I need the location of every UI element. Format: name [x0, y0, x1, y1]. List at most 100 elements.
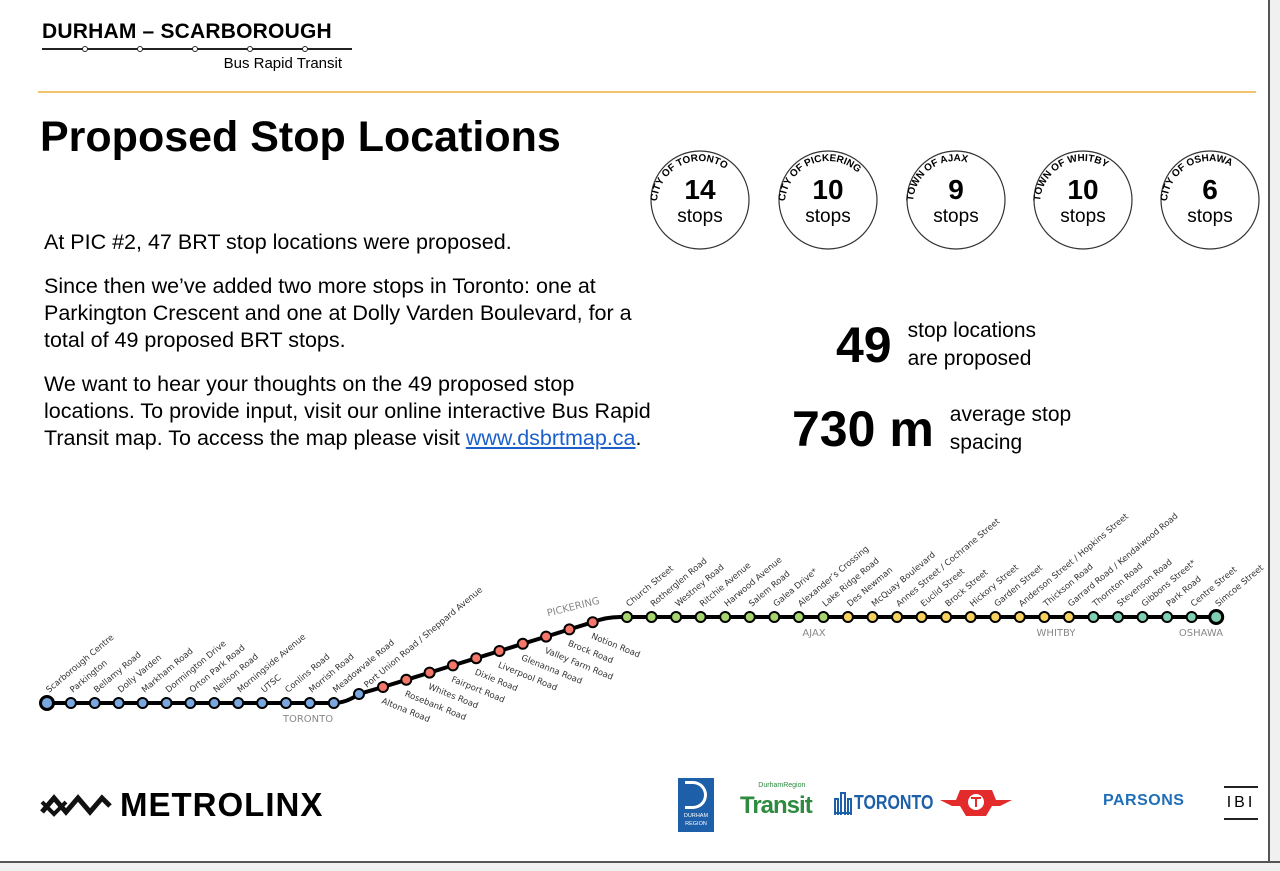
- stop-marker[interactable]: [39, 695, 55, 711]
- stop-marker[interactable]: [670, 611, 683, 623]
- stop-marker[interactable]: [645, 611, 658, 623]
- stop-marker[interactable]: [1038, 611, 1051, 623]
- drt-top-text: DurhamRegion: [758, 782, 806, 789]
- stop-marker[interactable]: [1013, 611, 1026, 623]
- stop-marker[interactable]: [563, 623, 576, 636]
- stop-marker[interactable]: [1208, 609, 1225, 625]
- window-edge-bottom: [0, 861, 1280, 871]
- badge-count: 6: [1202, 174, 1218, 205]
- stop-marker[interactable]: [256, 697, 269, 709]
- stop-marker[interactable]: [792, 611, 805, 623]
- badge-unit: stops: [1187, 206, 1232, 227]
- body-text: At PIC #2, 47 BRT stop locations were pr…: [44, 229, 664, 469]
- stop-marker[interactable]: [516, 637, 529, 650]
- stop-marker[interactable]: [1087, 611, 1100, 623]
- stop-marker[interactable]: [423, 666, 436, 679]
- brand-subtitle: Bus Rapid Transit: [223, 55, 342, 72]
- stop-marker[interactable]: [891, 611, 904, 623]
- paragraph-2: Since then we’ve added two more stops in…: [44, 274, 632, 352]
- paragraph-3-text: We want to hear your thoughts on the 49 …: [44, 372, 651, 450]
- stat-spacing: 730 m average stop spacing: [792, 400, 1071, 458]
- stop-marker[interactable]: [540, 630, 553, 643]
- stop-marker[interactable]: [377, 681, 389, 693]
- stop-marker[interactable]: [1136, 611, 1149, 623]
- stop-marker[interactable]: [303, 697, 316, 709]
- stat-label: average stop spacing: [949, 403, 1072, 454]
- badge-unit: stops: [1060, 206, 1105, 227]
- region-label: PICKERING: [546, 596, 601, 620]
- ibi-logo: IBI: [1224, 786, 1258, 820]
- stop-marker[interactable]: [940, 611, 953, 623]
- stop-marker[interactable]: [232, 697, 245, 709]
- stop-marker[interactable]: [160, 697, 173, 709]
- stop-marker[interactable]: [694, 611, 707, 623]
- drt-wordmark: Transit: [740, 792, 813, 819]
- stop-marker[interactable]: [353, 688, 365, 700]
- stop-marker[interactable]: [446, 659, 459, 672]
- stop-marker[interactable]: [88, 697, 101, 709]
- stop-marker[interactable]: [64, 697, 77, 709]
- stop-marker[interactable]: [470, 652, 483, 665]
- paragraph-3-end: .: [635, 426, 642, 450]
- durham-transit-logo: DurhamRegion Transit: [740, 781, 813, 820]
- toronto-wordmark: TORONTO: [854, 792, 934, 814]
- stop-marker[interactable]: [719, 611, 732, 623]
- badge-circle: [778, 150, 878, 250]
- stop-marker[interactable]: [743, 611, 756, 623]
- badge-unit: stops: [933, 206, 978, 227]
- stop-marker[interactable]: [989, 611, 1002, 623]
- badge-unit: stops: [677, 206, 722, 227]
- brand-logo: DURHAM – SCARBOROUGH Bus Rapid Transit: [42, 20, 352, 72]
- map-link[interactable]: www.dsbrtmap.ca: [465, 426, 636, 450]
- stop-marker[interactable]: [327, 697, 340, 709]
- stop-marker[interactable]: [841, 611, 854, 623]
- region-label: TORONTO: [282, 714, 333, 725]
- durham-region-logo: DURHAM REGION: [678, 778, 714, 832]
- stop-marker[interactable]: [184, 697, 197, 709]
- badge-circle: [1033, 150, 1133, 250]
- stop-marker[interactable]: [400, 673, 413, 686]
- header-divider: [38, 91, 1256, 93]
- region-label: AJAX: [802, 628, 825, 639]
- stat-value: 49: [836, 317, 892, 373]
- stat-value: 730 m: [792, 401, 934, 457]
- stop-marker[interactable]: [768, 611, 781, 623]
- stop-marker[interactable]: [817, 611, 830, 623]
- region-label: WHITBY: [1037, 628, 1077, 639]
- brand-line: [42, 46, 352, 52]
- brand-title: DURHAM – SCARBOROUGH: [42, 20, 332, 43]
- badge-unit: stops: [805, 206, 850, 227]
- stop-marker[interactable]: [493, 645, 506, 657]
- stop-marker[interactable]: [915, 611, 928, 623]
- stop-marker[interactable]: [964, 611, 977, 623]
- stop-marker[interactable]: [136, 697, 149, 709]
- ttc-icon: [940, 790, 1012, 816]
- badge-circle: [650, 150, 750, 250]
- badge-circle: [1160, 150, 1260, 250]
- metrolinx-mark-icon: [40, 794, 112, 817]
- stop-marker[interactable]: [280, 697, 292, 709]
- stop[interactable]: Scarborough Centre: [39, 633, 117, 711]
- metrolinx-logo: METROLINX: [40, 786, 323, 824]
- stop-marker[interactable]: [1185, 611, 1198, 623]
- stop-marker[interactable]: [586, 616, 599, 629]
- stop-marker[interactable]: [1112, 611, 1124, 623]
- stop-marker[interactable]: [621, 611, 633, 623]
- city-hall-icon: [834, 792, 852, 815]
- stop-marker[interactable]: [1062, 611, 1075, 623]
- stat-stop-count: 49 stop locations are proposed: [836, 316, 1036, 374]
- metrolinx-wordmark: METROLINX: [120, 786, 324, 823]
- paragraph-3: We want to hear your thoughts on the 49 …: [44, 371, 664, 452]
- badge-count: 9: [948, 174, 964, 205]
- stop-marker[interactable]: [1161, 611, 1174, 623]
- stop-marker[interactable]: [112, 697, 125, 709]
- region-label: OSHAWA: [1179, 628, 1223, 639]
- stop-marker[interactable]: [208, 697, 221, 709]
- stop-marker[interactable]: [866, 611, 879, 623]
- badge-circle: [906, 150, 1006, 250]
- badge-count: 10: [1067, 174, 1098, 205]
